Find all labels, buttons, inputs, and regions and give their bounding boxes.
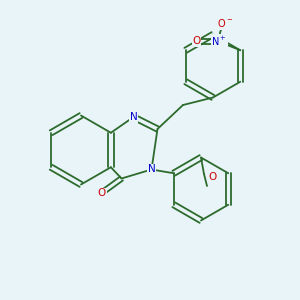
- Text: O$^-$: O$^-$: [217, 17, 233, 29]
- Text: N: N: [214, 36, 222, 46]
- Text: N$^+$: N$^+$: [212, 35, 227, 48]
- Text: N: N: [148, 164, 155, 175]
- Text: O: O: [98, 188, 106, 199]
- Text: N: N: [130, 112, 137, 122]
- Text: O: O: [193, 36, 201, 46]
- Text: O: O: [208, 172, 217, 182]
